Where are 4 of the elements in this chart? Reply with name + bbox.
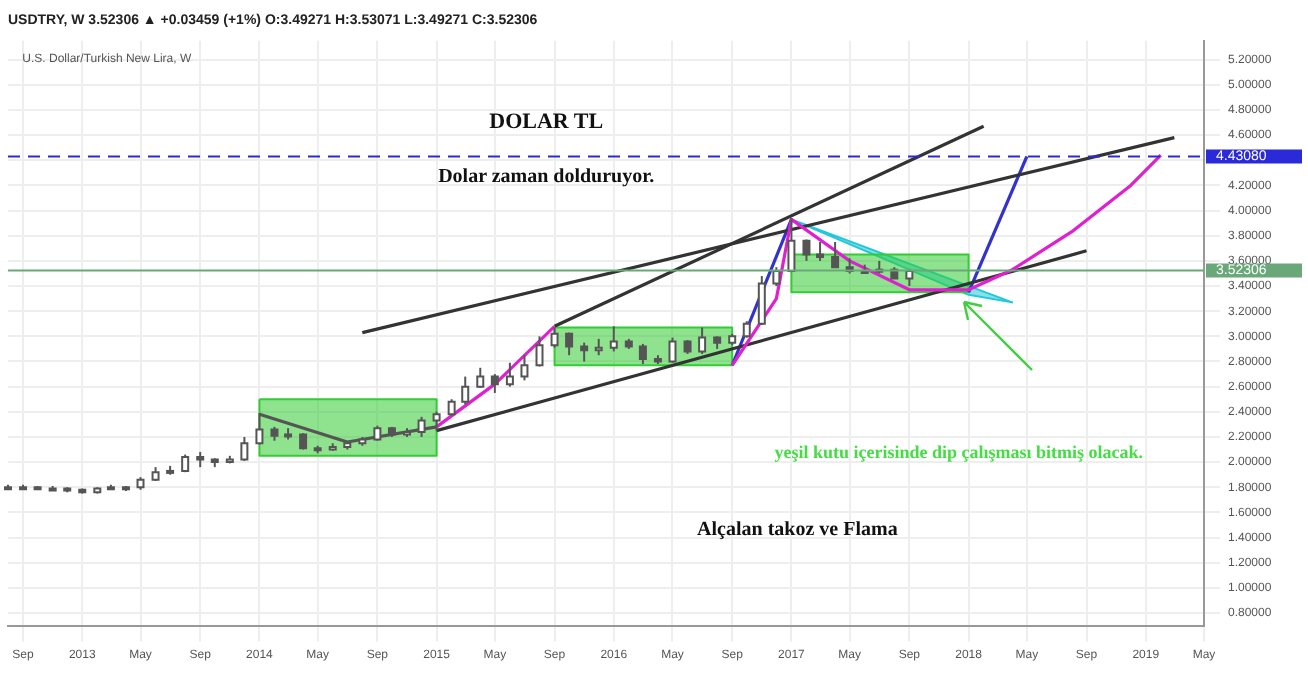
annotation: Alçalan takoz ve Flama bbox=[697, 519, 898, 542]
annotation: Dolar zaman dolduruyor. bbox=[438, 165, 656, 188]
annotation: DOLAR TL bbox=[489, 109, 604, 134]
annotation: yeşil kutu içerisinde dip çalışması bitmiş olacak. bbox=[774, 441, 1144, 462]
